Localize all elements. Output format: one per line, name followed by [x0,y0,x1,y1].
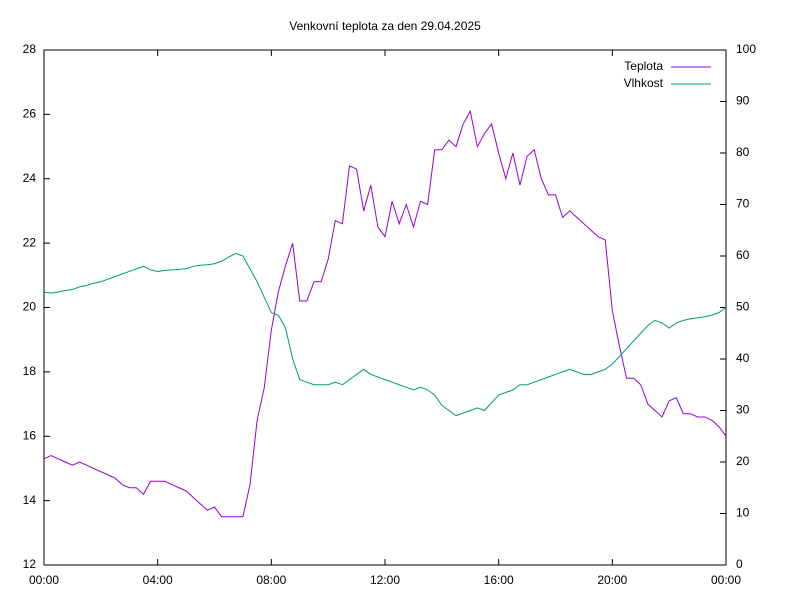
y-tick-label: 24 [23,171,37,185]
x-tick-label: 12:00 [370,573,400,587]
x-tick-label: 16:00 [484,573,514,587]
y-tick-label: 20 [23,300,37,314]
y2-tick-label: 30 [736,403,750,417]
y2-tick-label: 60 [736,248,750,262]
y-tick-label: 22 [23,235,37,249]
x-tick-label: 04:00 [143,573,173,587]
x-tick-label: 20:00 [597,573,627,587]
y-tick-label: 14 [23,493,37,507]
y-tick-label: 18 [23,364,37,378]
legend-label: Teplota [624,59,663,73]
x-tick-label: 00:00 [29,573,59,587]
series-line [43,252,727,417]
legend-label: Vlhkost [624,76,664,90]
y2-tick-label: 0 [736,557,743,571]
series-line [43,109,727,518]
y2-tick-label: 40 [736,351,750,365]
y2-tick-label: 80 [736,145,750,159]
y-tick-label: 16 [23,428,37,442]
y-tick-label: 12 [23,557,37,571]
y2-tick-label: 90 [736,94,750,108]
chart-title: Venkovní teplota za den 29.04.2025 [289,19,481,33]
x-tick-label: 00:00 [711,573,741,587]
y2-tick-label: 20 [736,454,750,468]
x-tick-label: 08:00 [256,573,286,587]
y-tick-label: 28 [23,42,37,56]
y-tick-label: 26 [23,107,37,121]
y2-tick-label: 10 [736,506,750,520]
y2-tick-label: 70 [736,197,750,211]
y2-tick-label: 100 [736,42,756,56]
y2-tick-label: 50 [736,300,750,314]
